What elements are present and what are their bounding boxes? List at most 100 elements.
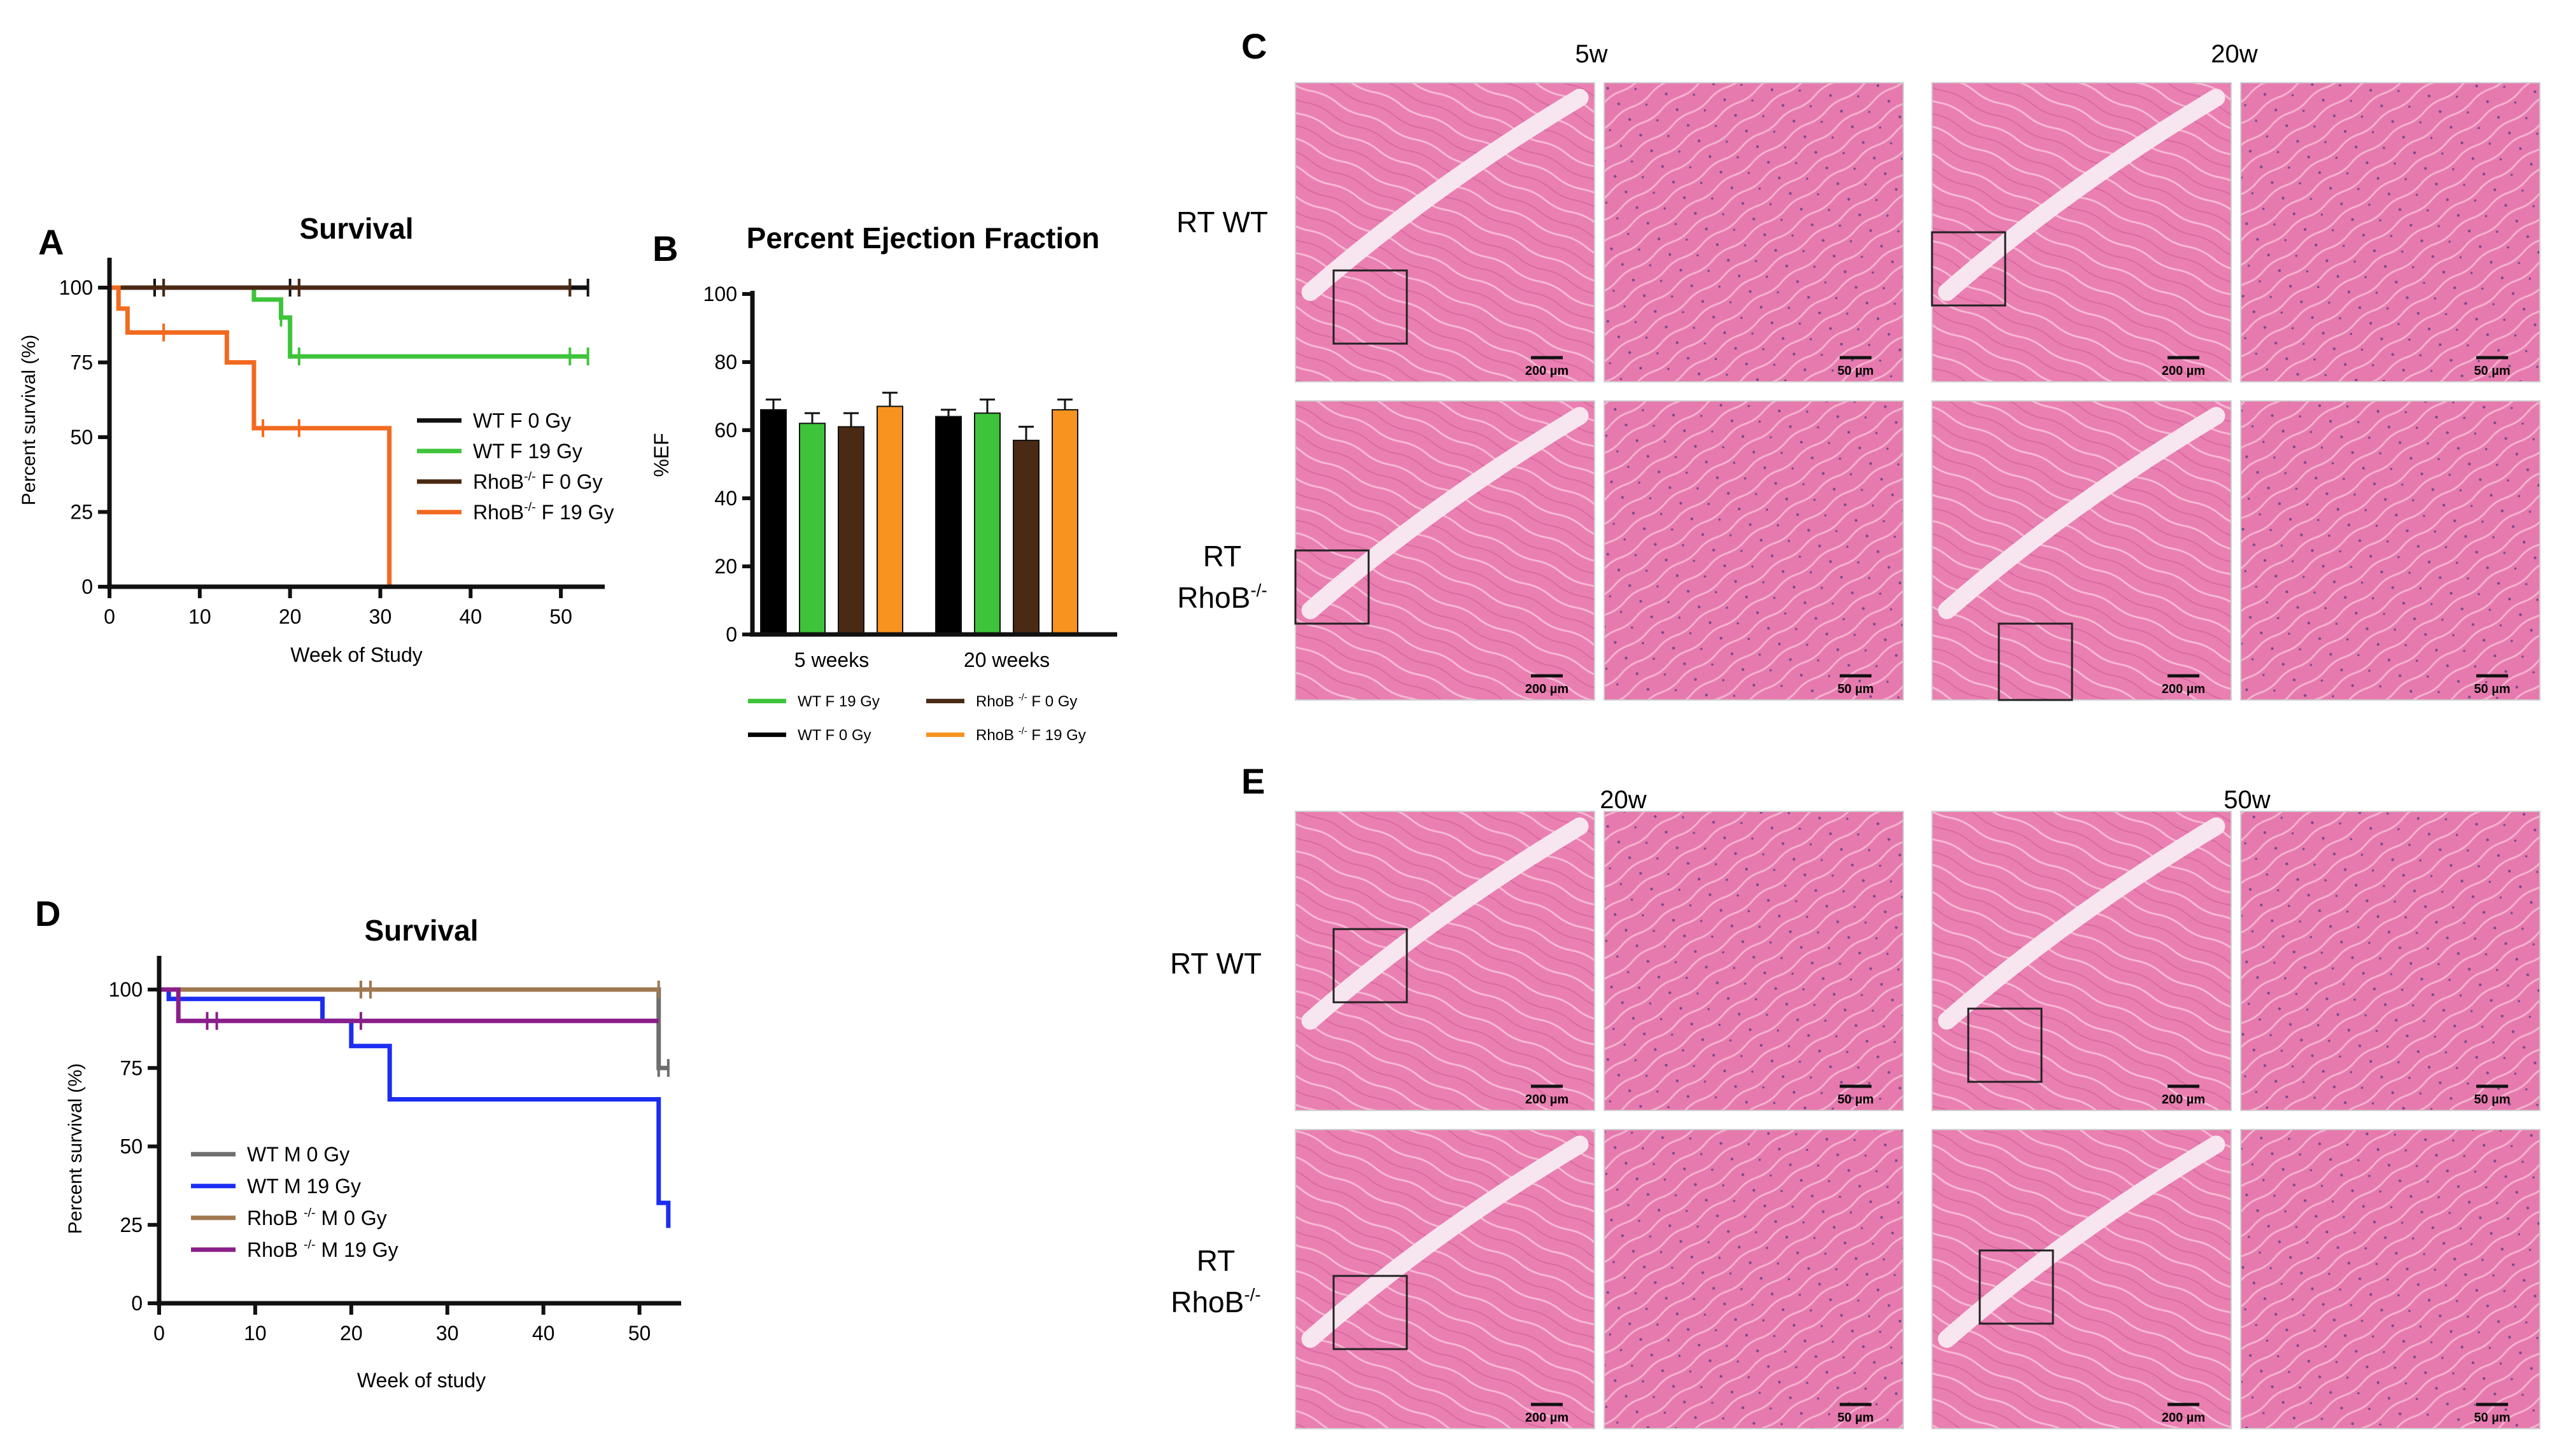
c-scale-label: 50 µm [2474, 682, 2510, 696]
d-legend-item-1-label: WT M 19 Gy [247, 1175, 361, 1198]
a-legend-item-0: WT F 0 Gy [417, 409, 571, 432]
b-legend-item-0: WT F 19 Gy [748, 693, 880, 710]
e-scale-label: 200 µm [2162, 1411, 2205, 1425]
b-legend-item-1-label: RhoB -/- F 0 Gy [976, 692, 1077, 710]
panel-c-row2-label-b: RhoB-/- [1177, 580, 1267, 614]
e-inset-box [1332, 1275, 1408, 1350]
e-scale-label: 50 µm [1837, 1411, 1873, 1425]
panel-c-row1-label: RT WT [1176, 206, 1268, 239]
d-legend-item-0-label: WT M 0 Gy [247, 1143, 349, 1166]
d-xtick-label: 20 [340, 1322, 363, 1345]
panel-a-title: Survival [300, 212, 414, 245]
c-scale-label: 200 µm [2162, 364, 2205, 378]
c-inset-box [1998, 622, 2073, 701]
b-legend-item-3-label: RhoB -/- F 19 Gy [976, 726, 1086, 744]
b-group-label: 5 weeks [794, 648, 869, 671]
panel-a-xlabel: Week of Study [290, 643, 423, 666]
d-xtick-label: 10 [244, 1322, 267, 1345]
e-scale-label: 50 µm [1837, 1093, 1873, 1107]
b-legend-item-2-label: WT F 0 Gy [798, 727, 871, 744]
e-micrograph-0: 200 µm [1295, 811, 1595, 1111]
panel-a-letter: A [38, 222, 64, 262]
a-ytick-label: 75 [70, 351, 93, 374]
d-legend-item-2: RhoB -/- M 0 Gy [191, 1206, 387, 1229]
b-ytick-label: 40 [714, 487, 737, 510]
d-ytick-label: 25 [120, 1214, 143, 1236]
e-micrograph-4: 200 µm [1295, 1129, 1595, 1429]
b-ytick-label: 60 [714, 419, 737, 442]
panel-c-col2-label: 20w [2211, 40, 2257, 68]
c-micrograph-6: 200 µm [1931, 400, 2232, 701]
c-micrograph-7: 50 µm [2240, 400, 2541, 701]
a-series-line-1 [109, 285, 588, 359]
a-ytick-label: 100 [59, 276, 93, 299]
c-inset-box [1931, 231, 2006, 307]
panel-c-letter: C [1241, 26, 1267, 66]
panel-d-ylabel: Percent survival (%) [65, 1063, 86, 1234]
a-legend-item-3-label: RhoB-/- F 19 Gy [473, 500, 614, 524]
d-ytick-label: 50 [120, 1135, 143, 1158]
c-scale-label: 200 µm [1525, 682, 1569, 696]
b-bar-0-1 [799, 423, 826, 635]
c-inset-box [1294, 549, 1370, 625]
e-micrograph-1: 50 µm [1604, 811, 1904, 1111]
e-scale-label: 200 µm [1525, 1093, 1569, 1107]
panel-d-xlabel: Week of study [357, 1369, 486, 1392]
e-micrograph-3: 50 µm [2240, 811, 2541, 1111]
e-micrograph-6: 200 µm [1931, 1129, 2232, 1429]
c-micrograph-5: 50 µm [1604, 400, 1904, 701]
b-bar-0-3 [877, 405, 903, 635]
d-xtick-label: 50 [628, 1322, 651, 1345]
panel-c-histology: C 5w 20w RT WT RT RhoB-/- 200 µm 50 µm 200… [1176, 26, 2541, 701]
panel-a-survival-chart: A Survival Percent survival (%) 100 75 50 2… [18, 212, 614, 666]
panel-e-row2-label-a: RT [1197, 1244, 1236, 1277]
c-scale-label: 200 µm [1525, 364, 1569, 378]
b-legend-item-2: WT F 0 Gy [748, 727, 871, 744]
b-bar-0-2 [838, 426, 864, 635]
b-ytick-label: 20 [714, 555, 737, 578]
panel-e-col1-label: 20w [1600, 786, 1646, 814]
d-xtick-label: 40 [532, 1322, 555, 1345]
c-scale-label: 50 µm [1837, 682, 1873, 696]
panel-e-row2-label-b: RhoB-/- [1171, 1285, 1261, 1319]
c-micrograph-3: 50 µm [2240, 82, 2541, 382]
panel-a-ylabel: Percent survival (%) [18, 335, 39, 505]
a-xtick-label: 50 [549, 605, 572, 628]
panel-d-title: Survival [365, 914, 479, 947]
d-series-line-3 [159, 987, 659, 1023]
panel-d-letter: D [35, 893, 60, 934]
d-legend-item-3: RhoB -/- M 19 Gy [191, 1238, 398, 1261]
panel-e-letter: E [1241, 761, 1265, 801]
b-legend-item-0-label: WT F 19 Gy [798, 693, 880, 710]
a-ytick-label: 25 [70, 501, 93, 524]
b-bar-1-1 [974, 412, 1001, 635]
a-xtick-label: 40 [459, 605, 482, 628]
b-ytick-label: 80 [714, 351, 737, 374]
b-bar-1-0 [935, 416, 962, 635]
a-xtick-label: 0 [104, 605, 115, 628]
a-ytick-label: 50 [70, 426, 93, 449]
d-ytick-label: 75 [120, 1056, 143, 1079]
c-scale-label: 50 µm [2474, 364, 2510, 378]
c-micrograph-1: 50 µm [1604, 82, 1904, 382]
a-legend-item-2: RhoB-/- F 0 Gy [417, 470, 603, 493]
c-scale-label: 200 µm [2162, 682, 2205, 696]
d-ytick-label: 100 [109, 978, 143, 1001]
b-bar-1-2 [1013, 440, 1040, 635]
b-ytick-label: 0 [726, 623, 737, 646]
d-series-line-1 [159, 987, 671, 1228]
e-inset-box [1967, 1007, 2043, 1083]
b-group-label: 20 weeks [964, 648, 1050, 671]
b-bar-0-0 [760, 409, 787, 635]
panel-d-survival-chart: D Survival Percent survival (%) 10075502… [35, 893, 681, 1392]
d-legend-item-3-label: RhoB -/- M 19 Gy [247, 1238, 398, 1261]
e-inset-box [1978, 1249, 2054, 1325]
e-micrograph-7: 50 µm [2240, 1129, 2541, 1429]
b-legend-item-1: RhoB -/- F 0 Gy [926, 692, 1077, 710]
e-scale-label: 50 µm [2474, 1093, 2510, 1107]
panel-e-row1-label: RT WT [1170, 947, 1262, 980]
e-scale-label: 200 µm [2162, 1093, 2205, 1107]
d-xtick-label: 0 [153, 1322, 165, 1345]
b-bar-1-3 [1052, 409, 1078, 635]
e-scale-label: 50 µm [2474, 1411, 2510, 1425]
